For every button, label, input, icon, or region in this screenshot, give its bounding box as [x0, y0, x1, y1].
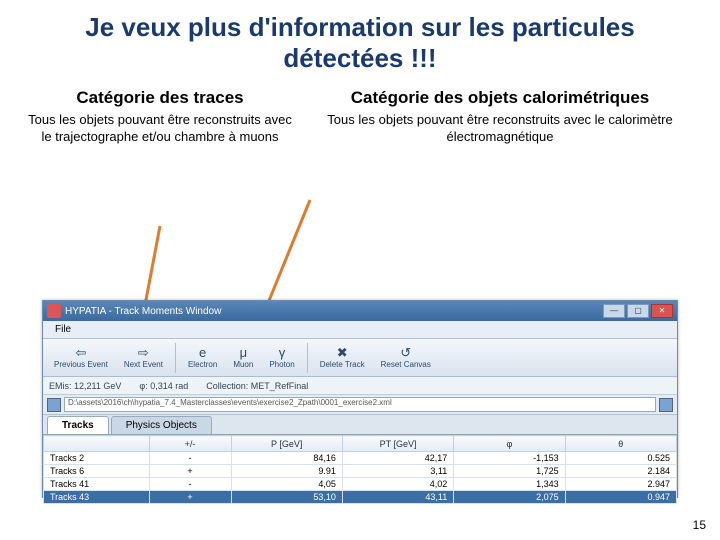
table-row[interactable]: Tracks 41-4,054,021,3432.947 [44, 478, 677, 491]
col-header[interactable] [44, 436, 150, 452]
path-bar: D:\assets\2016\ch\hypatia_7.4_Masterclas… [43, 395, 677, 415]
tool-icon: ↺ [400, 346, 411, 360]
table-row[interactable]: Tracks 6+9.913,111,7252.184 [44, 465, 677, 478]
tool-icon: μ [240, 346, 248, 360]
info-emis: EMis: 12,211 GeV [49, 381, 121, 391]
window-title: HYPATIA - Track Moments Window [65, 306, 603, 317]
table-row[interactable]: Tracks 43+53,1043,112,0750.947 [44, 491, 677, 504]
tool-icon: e [199, 346, 206, 360]
traces-desc: Tous les objets pouvant être reconstruit… [20, 112, 300, 145]
table-row[interactable]: Tracks 2-84,1642,17-1,1530.525 [44, 452, 677, 465]
tool-previous-event[interactable]: ⇦Previous Event [47, 343, 115, 372]
info-bar: EMis: 12,211 GeV φ: 0,314 rad Collection… [43, 377, 677, 395]
column-traces: Catégorie des traces Tous les objets pou… [20, 88, 300, 145]
tool-muon[interactable]: μMuon [226, 343, 260, 372]
traces-heading: Catégorie des traces [20, 88, 300, 108]
tool-reset-canvas[interactable]: ↺Reset Canvas [374, 343, 438, 372]
column-calorimetric: Catégorie des objets calorimétriques Tou… [300, 88, 700, 145]
menu-file[interactable]: File [47, 322, 79, 337]
tool-icon: ⇦ [75, 346, 86, 360]
col-header[interactable]: PT [GeV] [342, 436, 453, 452]
path-go-icon[interactable] [659, 398, 673, 412]
tab-physics-objects[interactable]: Physics Objects [111, 416, 212, 434]
minimize-button[interactable]: — [603, 304, 625, 318]
tracks-table: +/-P [GeV]PT [GeV]φθTracks 2-84,1642,17-… [43, 435, 677, 504]
tool-icon: ⇨ [138, 346, 149, 360]
col-header[interactable]: φ [454, 436, 565, 452]
page-number: 15 [693, 518, 706, 532]
tool-icon: γ [279, 346, 286, 360]
col-header[interactable]: P [GeV] [231, 436, 342, 452]
window-controls: — ▢ ✕ [603, 304, 673, 318]
folder-icon[interactable] [47, 398, 61, 412]
info-phi: φ: 0,314 rad [139, 381, 188, 391]
tool-icon: ✖ [337, 346, 348, 360]
toolbar: ⇦Previous Event⇨Next Event eElectronμMuon… [43, 339, 677, 377]
hypatia-window: HYPATIA - Track Moments Window — ▢ ✕ Fil… [42, 300, 678, 498]
col-header[interactable]: θ [565, 436, 676, 452]
tool-photon[interactable]: γPhoton [262, 343, 301, 372]
tool-next-event[interactable]: ⇨Next Event [117, 343, 170, 372]
app-icon [47, 304, 61, 318]
path-input[interactable]: D:\assets\2016\ch\hypatia_7.4_Masterclas… [64, 397, 656, 412]
maximize-button[interactable]: ▢ [627, 304, 649, 318]
tool-electron[interactable]: eElectron [181, 343, 224, 372]
info-collection: Collection: MET_RefFinal [206, 381, 308, 391]
calo-heading: Catégorie des objets calorimétriques [300, 88, 700, 108]
tab-strip: TracksPhysics Objects [43, 415, 677, 435]
slide-title: Je veux plus d'information sur les parti… [0, 0, 720, 82]
tool-delete-track[interactable]: ✖Delete Track [313, 343, 372, 372]
col-header[interactable]: +/- [149, 436, 231, 452]
tab-tracks[interactable]: Tracks [47, 416, 109, 434]
close-button[interactable]: ✕ [651, 304, 673, 318]
titlebar[interactable]: HYPATIA - Track Moments Window — ▢ ✕ [43, 301, 677, 321]
menubar: File [43, 321, 677, 339]
category-columns: Catégorie des traces Tous les objets pou… [0, 88, 720, 145]
calo-desc: Tous les objets pouvant être reconstruit… [300, 112, 700, 145]
